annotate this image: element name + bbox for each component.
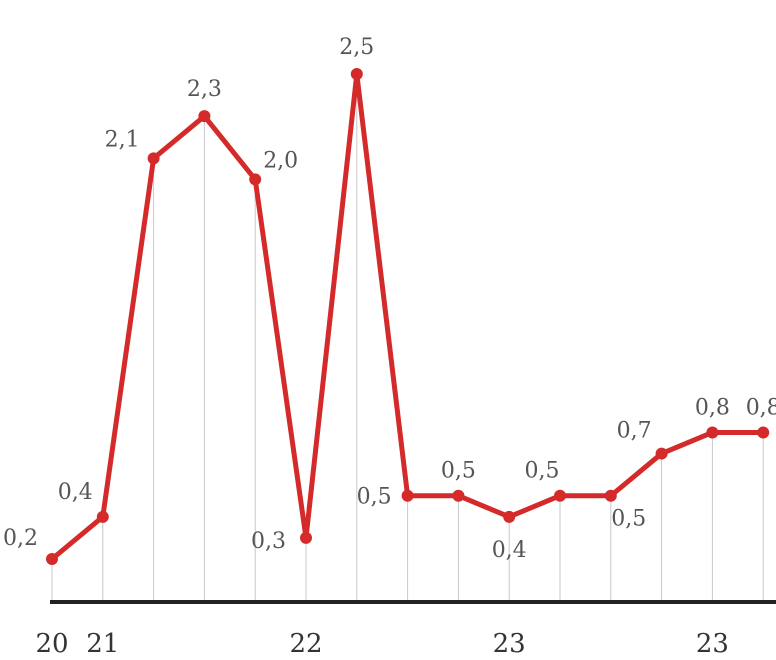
x-tick-label: 23 bbox=[696, 629, 729, 659]
x-tick-label: 23 bbox=[493, 629, 526, 659]
data-label: 0,4 bbox=[492, 538, 527, 563]
data-point bbox=[452, 489, 465, 502]
data-label: 0,8 bbox=[746, 395, 776, 420]
data-label: 0,5 bbox=[611, 507, 646, 532]
data-label: 0,4 bbox=[58, 480, 93, 505]
data-point bbox=[96, 510, 109, 523]
data-label: 2,0 bbox=[263, 148, 298, 173]
data-label: 0,7 bbox=[617, 419, 652, 444]
data-label: 0,2 bbox=[3, 526, 38, 551]
data-point bbox=[706, 426, 719, 439]
data-point bbox=[147, 152, 160, 165]
data-label: 0,5 bbox=[525, 459, 560, 484]
data-point bbox=[249, 173, 262, 186]
data-point bbox=[655, 447, 668, 460]
data-label: 0,5 bbox=[441, 459, 476, 484]
data-label: 0,8 bbox=[695, 395, 730, 420]
data-label: 2,1 bbox=[105, 127, 140, 152]
data-point bbox=[604, 489, 617, 502]
data-point bbox=[198, 110, 211, 123]
data-labels: 0,2 0,4 2,1 2,3 2,0 0,3 2,5 0,5 0,5 0,4 0,5 0,5 0,7 0… bbox=[3, 35, 776, 563]
series-line bbox=[50, 71, 764, 561]
data-label: 0,5 bbox=[357, 485, 392, 510]
grid-lines bbox=[51, 74, 764, 602]
data-point bbox=[350, 68, 363, 80]
data-label: 2,3 bbox=[187, 77, 222, 102]
data-label: 2,5 bbox=[339, 35, 374, 60]
data-label: 0,3 bbox=[251, 529, 286, 554]
data-points bbox=[46, 68, 770, 565]
data-point bbox=[554, 489, 566, 502]
x-tick-label: 22 bbox=[289, 629, 322, 659]
x-tick-label: 21 bbox=[86, 629, 119, 659]
data-point bbox=[401, 489, 414, 502]
x-tick-labels: 20 21 22 23 23 bbox=[35, 629, 728, 659]
data-point bbox=[757, 426, 770, 439]
data-point bbox=[300, 531, 312, 544]
x-tick-label: 20 bbox=[35, 629, 68, 659]
data-point bbox=[503, 510, 516, 523]
data-point bbox=[46, 553, 58, 565]
